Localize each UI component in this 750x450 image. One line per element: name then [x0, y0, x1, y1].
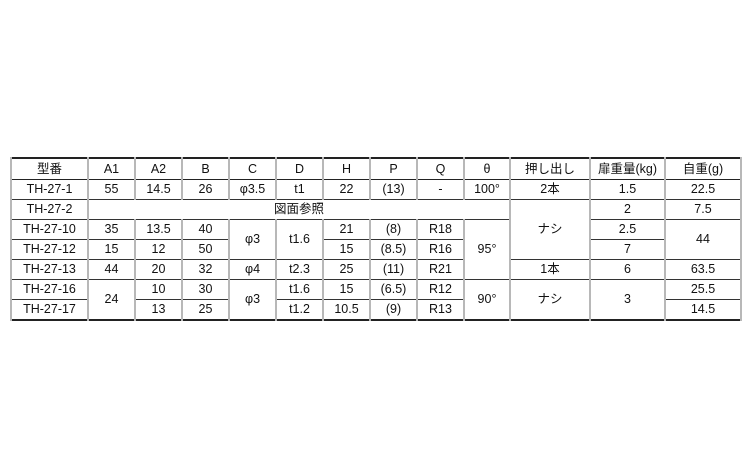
table-cell: 1.5: [589, 179, 666, 200]
model-cell: TH-27-2: [10, 199, 89, 220]
table-row: TH-27-12 15 12 50 15 (8.5) R16 7: [10, 239, 741, 260]
table-cell: (8.5): [369, 239, 418, 260]
table-cell: 50: [181, 239, 230, 260]
model-cell: TH-27-1: [10, 179, 89, 200]
table-cell: φ3.5: [228, 179, 277, 200]
table-cell: 14.5: [134, 179, 183, 200]
table-cell: 35: [87, 219, 136, 240]
table-cell: 40: [181, 219, 230, 240]
table-cell: 15: [322, 279, 371, 300]
model-cell: TH-27-17: [10, 299, 89, 321]
table-cell: (9): [369, 299, 418, 321]
table-cell: 14.5: [664, 299, 742, 321]
column-header: B: [181, 157, 230, 180]
table-cell: 3: [589, 279, 666, 321]
table-cell: 13.5: [134, 219, 183, 240]
table-cell: 15: [322, 239, 371, 260]
table-cell: 13: [134, 299, 183, 321]
table-cell: 25.5: [664, 279, 742, 300]
table-cell: 20: [134, 259, 183, 280]
table-row: TH-27-13 44 20 32 φ4 t2.3 25 (11) R21 1本 6 63.5: [10, 259, 742, 280]
column-header: D: [275, 157, 324, 180]
table-cell: 10: [134, 279, 183, 300]
table-cell: 1本: [509, 259, 591, 280]
table-cell: R16: [416, 239, 465, 260]
column-header: P: [369, 157, 418, 180]
table-cell: 6: [589, 259, 666, 280]
column-header: A1: [87, 157, 136, 180]
table-cell: 2.5: [589, 219, 666, 240]
column-header: θ: [463, 157, 511, 180]
table-cell: (6.5): [369, 279, 418, 300]
table-cell: t1.6: [275, 279, 324, 300]
table-cell: 26: [181, 179, 230, 200]
model-cell: TH-27-13: [10, 259, 89, 280]
table-cell: 25: [181, 299, 230, 321]
table-cell: 30: [181, 279, 230, 300]
column-header: Q: [416, 157, 465, 180]
table-cell: 55: [87, 179, 136, 200]
table-cell: 12: [134, 239, 183, 260]
table-cell: (11): [369, 259, 418, 280]
model-cell: TH-27-12: [10, 239, 89, 260]
table-cell: ナシ: [509, 279, 591, 321]
table-row: TH-27-17 13 25 t1.2 10.5 (9) R13 14.5: [10, 299, 742, 321]
table-cell: ナシ: [509, 199, 591, 260]
table-row: TH-27-2 図面参照 ナシ 2 7.5: [10, 199, 742, 260]
table-cell: 2本: [509, 179, 591, 200]
table-cell: 21: [322, 219, 371, 240]
column-header: 押し出し: [509, 157, 591, 180]
table-cell: 2: [589, 199, 666, 220]
column-header: H: [322, 157, 371, 180]
table-cell: 32: [181, 259, 230, 280]
column-header: 扉重量(kg): [589, 157, 666, 180]
column-header: 自重(g): [664, 157, 742, 180]
table-cell: t1.2: [275, 299, 324, 321]
table-cell: R21: [416, 259, 465, 280]
table-cell: R18: [416, 219, 465, 240]
table-cell: (13): [369, 179, 418, 200]
table-cell: 44: [664, 219, 742, 260]
table-cell: (8): [369, 219, 418, 240]
table-cell: φ4: [228, 259, 277, 280]
table-cell: 7.5: [664, 199, 742, 220]
table-cell: 44: [87, 259, 136, 280]
table-row: TH-27-1 55 14.5 26 φ3.5 t1 22 (13) -100° 2本 1.5 22.…: [10, 179, 742, 200]
table-row: TH-27-10 35 13.5 40 φ3 t1.6 21 (8) R18 95° 2.5 44: [10, 219, 742, 280]
table-cell: -: [416, 179, 465, 200]
table-cell: 図面参照: [87, 199, 511, 220]
table-cell: φ3: [228, 219, 277, 260]
table-cell: 90°: [463, 279, 511, 321]
table-cell: t1.6: [275, 219, 324, 260]
table-cell: 95°: [463, 219, 511, 280]
table-cell: 100°: [463, 179, 511, 200]
table-cell: t1: [275, 179, 324, 200]
table-cell: 24: [87, 279, 136, 321]
table-cell: 22.5: [664, 179, 742, 200]
column-header: C: [228, 157, 277, 180]
column-header: 型番: [10, 157, 89, 180]
table-cell: R13: [416, 299, 465, 321]
column-header: A2: [134, 157, 183, 180]
table-cell: 63.5: [664, 259, 742, 280]
table-cell: R12: [416, 279, 465, 300]
model-cell: TH-27-10: [10, 219, 89, 240]
table-cell: 22: [322, 179, 371, 200]
table-cell: 7: [589, 239, 666, 260]
table-cell: φ3: [228, 279, 277, 321]
table-row: TH-27-16 24 10 30 φ3 t1.6 15 (6.5) R12 90° ナシ 3 25.5: [10, 279, 742, 321]
table-cell: t2.3: [275, 259, 324, 280]
table-cell: 15: [87, 239, 136, 260]
table-cell: 25: [322, 259, 371, 280]
table-cell: 10.5: [322, 299, 371, 321]
model-cell: TH-27-16: [10, 279, 89, 300]
